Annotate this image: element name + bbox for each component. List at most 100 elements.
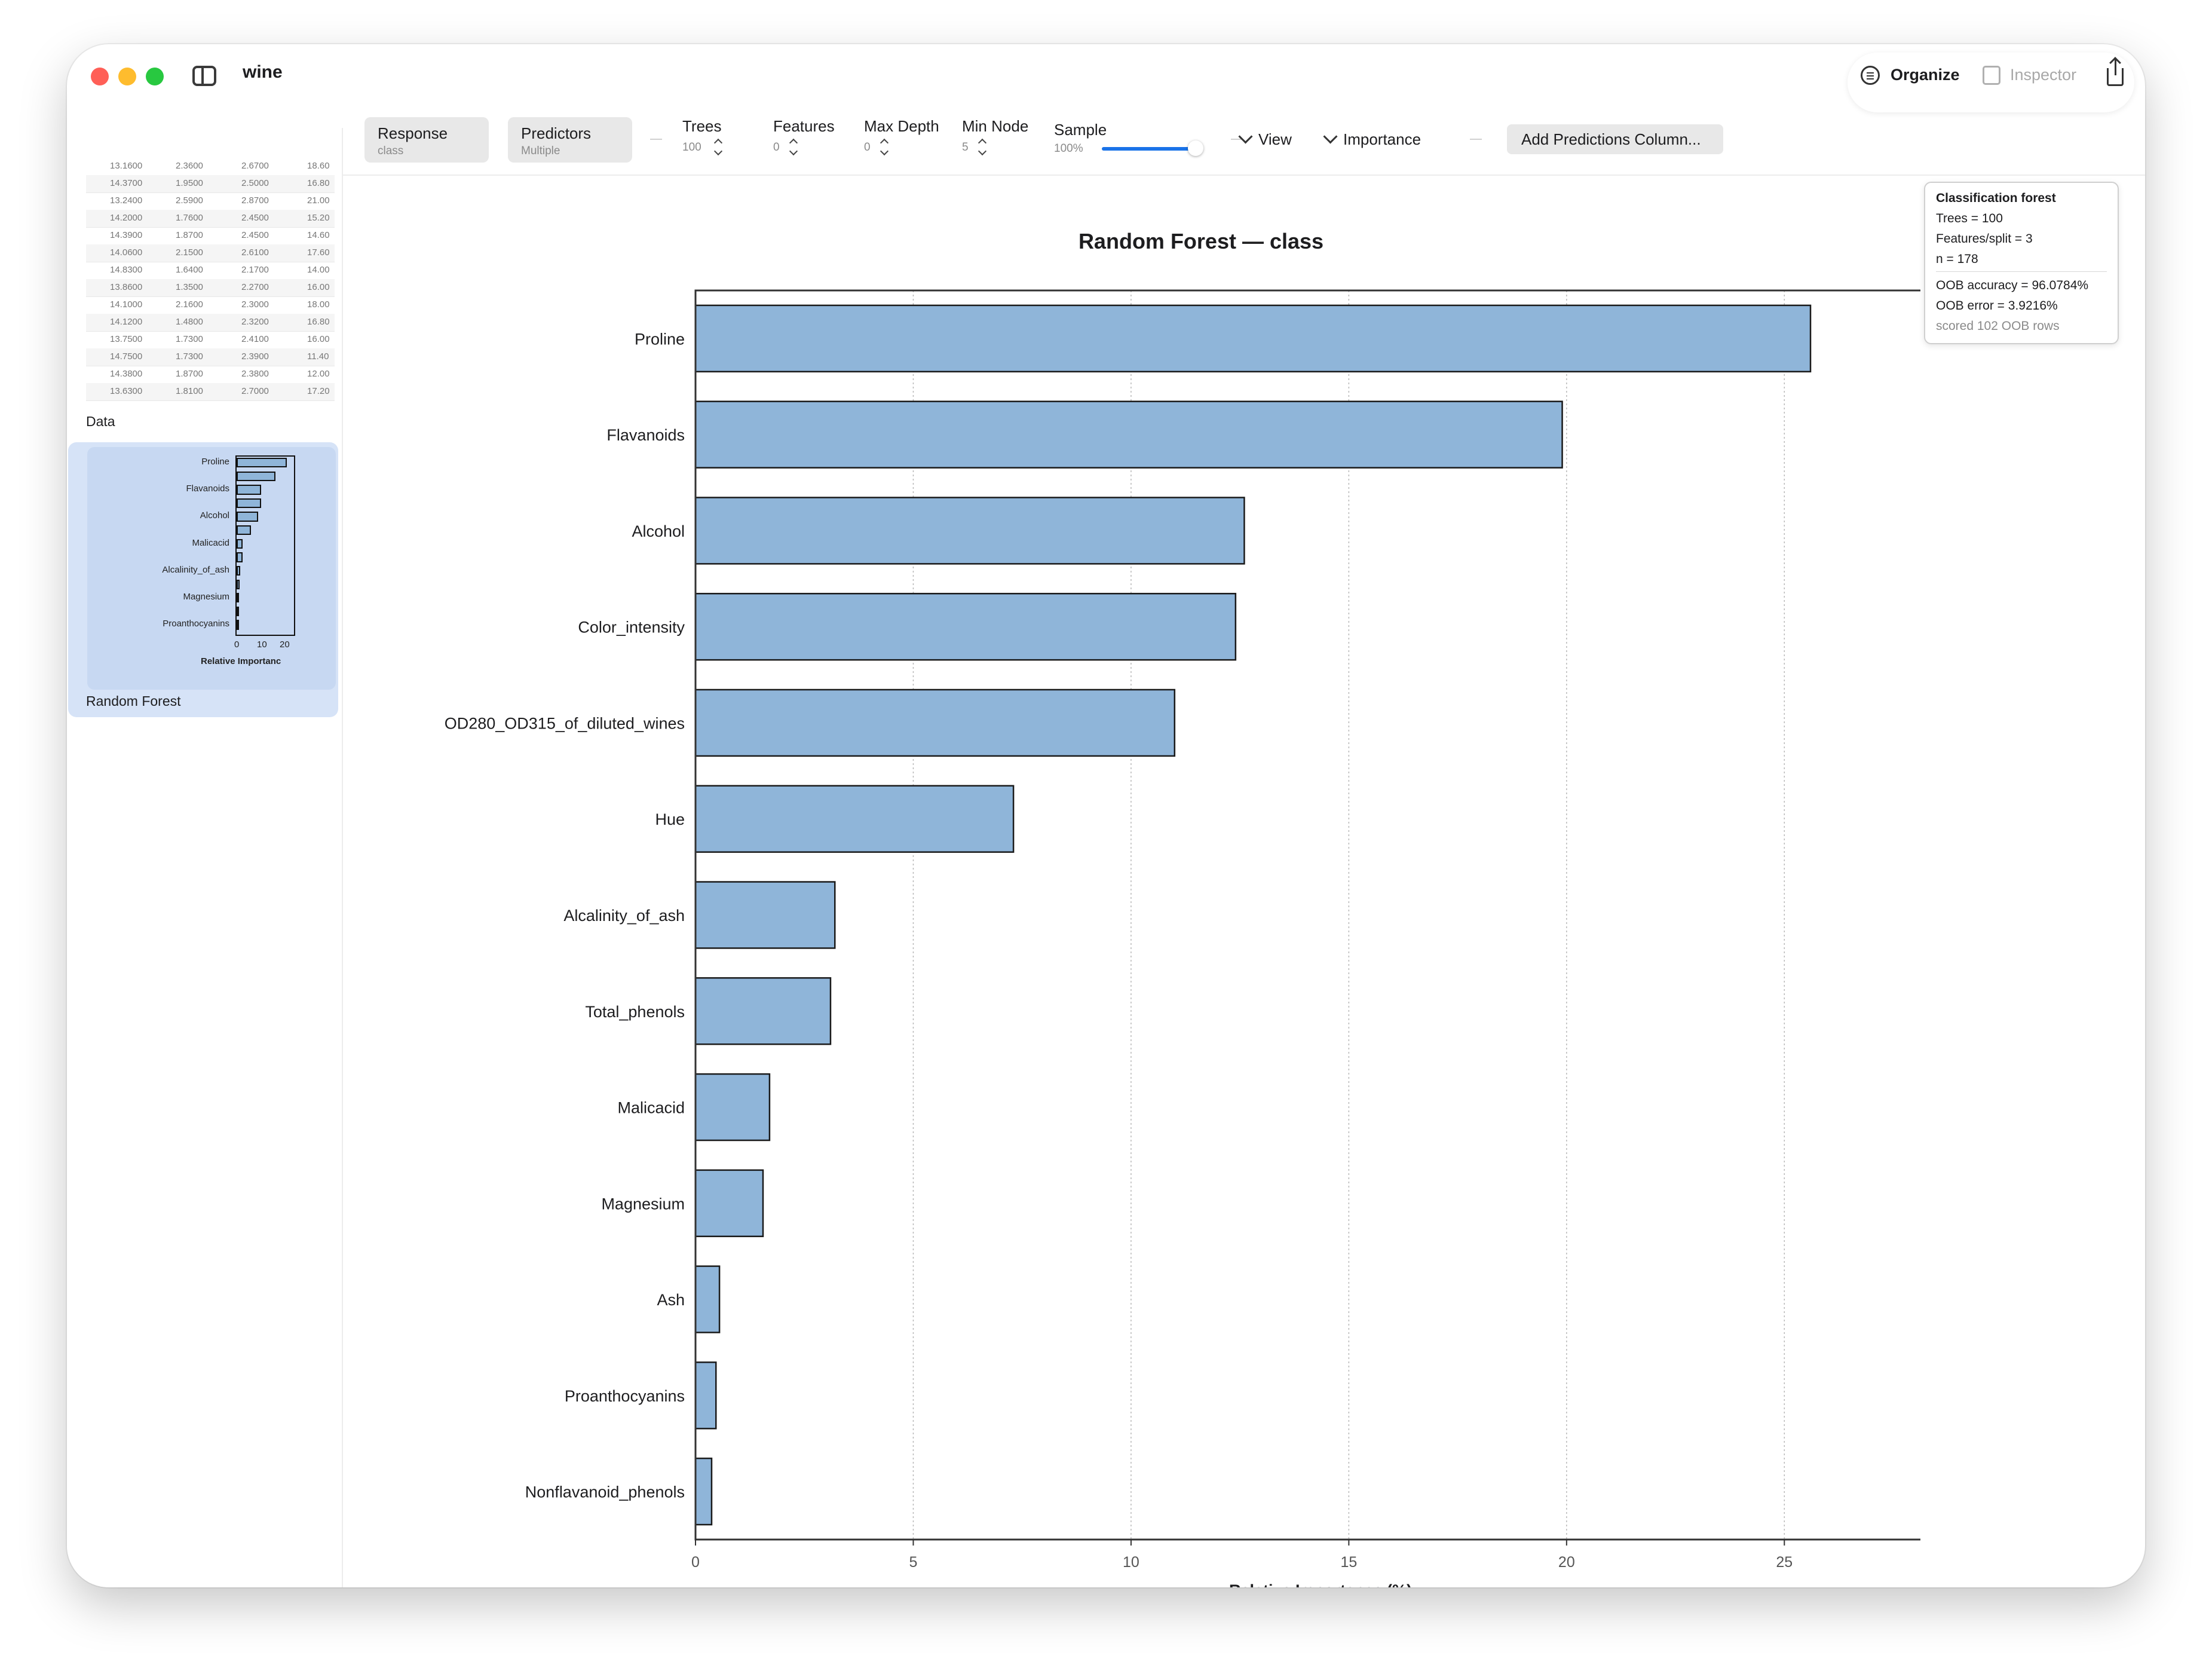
data-thumbnail-row: 14.0600 2.1500 2.6100 17.60 bbox=[86, 244, 335, 262]
data-thumbnail-cell: 14.8300 bbox=[110, 265, 143, 275]
minimize-window-button[interactable] bbox=[118, 68, 136, 85]
mini-chart-bar bbox=[237, 552, 243, 562]
response-selector[interactable]: Response class bbox=[364, 117, 489, 163]
data-thumbnail-cell: 1.3500 bbox=[176, 282, 203, 292]
features-stepper[interactable] bbox=[788, 136, 798, 158]
mini-chart-label: Proline bbox=[201, 457, 229, 467]
chart-category-label: Proanthocyanins bbox=[565, 1387, 685, 1405]
chart-bar bbox=[694, 1457, 713, 1526]
min-node-stepper[interactable] bbox=[976, 136, 987, 158]
data-thumbnail-cell: 2.7000 bbox=[241, 386, 269, 396]
mini-chart-tick: 20 bbox=[280, 639, 290, 650]
data-thumbnail-row: 14.2000 1.7600 2.4500 15.20 bbox=[86, 210, 335, 228]
chart-category-label: Nonflavanoid_phenols bbox=[525, 1483, 685, 1501]
data-thumbnail-cell: 2.3000 bbox=[241, 299, 269, 310]
trees-value[interactable]: 100 bbox=[682, 141, 701, 154]
window-title: wine bbox=[243, 62, 283, 82]
data-thumbnail-cell: 2.1500 bbox=[176, 247, 203, 258]
chart-bar bbox=[694, 977, 832, 1045]
data-thumbnail-cell: 2.5000 bbox=[241, 178, 269, 188]
data-thumbnail-cell: 17.60 bbox=[307, 247, 330, 258]
data-thumbnail-cell: 14.1200 bbox=[110, 317, 143, 327]
sample-slider[interactable] bbox=[1102, 140, 1203, 156]
mini-chart-bar bbox=[237, 458, 287, 468]
chart-title: Random Forest — class bbox=[1079, 229, 1323, 253]
sample-slider-knob[interactable] bbox=[1188, 140, 1203, 156]
predictors-selector[interactable]: Predictors Multiple bbox=[508, 117, 632, 163]
data-thumbnail-cell: 1.8100 bbox=[176, 386, 203, 396]
features-value[interactable]: 0 bbox=[773, 141, 780, 154]
random-forest-thumbnail[interactable]: Proline Flavanoids Alcohol Malicacid Alcalin… bbox=[87, 447, 336, 690]
data-thumbnail-cell: 2.3800 bbox=[241, 369, 269, 379]
data-thumbnail-row: 13.7500 1.7300 2.4100 16.00 bbox=[86, 331, 335, 349]
chart-bar bbox=[694, 881, 836, 949]
mini-chart-bar bbox=[237, 512, 259, 522]
chart-category-label: Ash bbox=[657, 1291, 685, 1309]
chart-bar bbox=[694, 785, 1015, 853]
chart-bar bbox=[694, 688, 1176, 757]
inspector-icon bbox=[1983, 66, 2000, 85]
mini-chart-label: Proanthocyanins bbox=[163, 619, 229, 629]
min-node-label: Min Node bbox=[962, 117, 1029, 135]
data-thumbnail[interactable]: 13.1600 2.3600 2.6700 18.60 14.3700 1.9500 2.5… bbox=[86, 158, 335, 403]
mini-chart-label: Alcalinity_of_ash bbox=[162, 564, 229, 575]
view-menu-button[interactable]: View bbox=[1258, 130, 1292, 148]
min-node-value[interactable]: 5 bbox=[962, 141, 969, 154]
predictors-value: Multiple bbox=[521, 145, 560, 157]
add-item-button[interactable]: + bbox=[87, 1584, 100, 1587]
sidebar-toggle-icon[interactable] bbox=[192, 66, 216, 86]
data-thumbnail-cell: 12.00 bbox=[307, 369, 330, 379]
data-thumbnail-cell: 13.6300 bbox=[110, 386, 143, 396]
chart-x-tick-label: 15 bbox=[1340, 1554, 1357, 1571]
share-icon[interactable] bbox=[2107, 59, 2124, 86]
data-thumbnail-cell: 1.7300 bbox=[176, 351, 203, 362]
data-thumbnail-cell: 14.3700 bbox=[110, 178, 143, 188]
mini-chart-bar bbox=[237, 620, 239, 630]
data-thumbnail-cell: 14.60 bbox=[307, 230, 330, 240]
info-title: Classification forest bbox=[1936, 191, 2056, 205]
add-predictions-column-button[interactable]: Add Predictions Column... bbox=[1507, 124, 1723, 154]
data-thumbnail-cell: 14.0600 bbox=[110, 247, 143, 258]
organize-button[interactable]: Organize bbox=[1891, 66, 1960, 84]
close-window-button[interactable] bbox=[91, 68, 109, 85]
app-window: wine Organize Inspector 13.1600 2.3600 2.6… bbox=[67, 44, 2145, 1587]
chart-bar bbox=[694, 304, 1812, 373]
chart-category-label: Alcohol bbox=[632, 522, 685, 540]
data-thumbnail-cell: 2.4500 bbox=[241, 230, 269, 240]
features-label: Features bbox=[773, 117, 835, 135]
zoom-window-button[interactable] bbox=[146, 68, 164, 85]
mini-chart-bar bbox=[237, 565, 240, 576]
data-thumbnail-cell: 1.7600 bbox=[176, 213, 203, 223]
data-thumbnail-cell: 1.7300 bbox=[176, 334, 203, 344]
chart-x-tick-label: 5 bbox=[909, 1554, 918, 1571]
mini-chart-xlabel: Relative Importanc bbox=[201, 656, 281, 666]
importance-menu-button[interactable]: Importance bbox=[1343, 130, 1421, 148]
data-thumbnail-cell: 2.3200 bbox=[241, 317, 269, 327]
sidebar: 13.1600 2.3600 2.6700 18.60 14.3700 1.9500 2.5… bbox=[67, 128, 343, 1587]
response-value: class bbox=[378, 145, 404, 157]
info-features: Features/split = 3 bbox=[1936, 232, 2033, 246]
mini-chart-label: Flavanoids bbox=[186, 483, 229, 494]
data-thumbnail-cell: 14.3900 bbox=[110, 230, 143, 240]
organize-icon[interactable] bbox=[1861, 66, 1880, 85]
data-thumbnail-cell: 14.00 bbox=[307, 265, 330, 275]
sidebar-item-data[interactable]: Data bbox=[86, 414, 115, 429]
add-predictions-column-label: Add Predictions Column... bbox=[1521, 130, 1701, 148]
sidebar-item-random-forest[interactable]: Proline Flavanoids Alcohol Malicacid Alcalin… bbox=[68, 442, 338, 717]
chart-x-tick-label: 25 bbox=[1776, 1554, 1793, 1571]
trees-stepper[interactable] bbox=[712, 136, 723, 158]
data-thumbnail-cell: 18.60 bbox=[307, 161, 330, 171]
inspector-button[interactable]: Inspector bbox=[2010, 66, 2077, 84]
data-thumbnail-cell: 16.00 bbox=[307, 282, 330, 292]
chart-x-tick-label: 20 bbox=[1558, 1554, 1575, 1571]
max-depth-value[interactable]: 0 bbox=[864, 141, 871, 154]
data-thumbnail-row: 13.6300 1.8100 2.7000 17.20 bbox=[86, 383, 335, 401]
max-depth-stepper[interactable] bbox=[878, 136, 889, 158]
data-thumbnail-cell: 13.8600 bbox=[110, 282, 143, 292]
data-thumbnail-row: 13.8600 1.3500 2.2700 16.00 bbox=[86, 279, 335, 297]
data-thumbnail-cell: 21.00 bbox=[307, 195, 330, 206]
toolbar-separator bbox=[1231, 139, 1243, 140]
chart-category-label: Hue bbox=[655, 810, 685, 828]
info-separator bbox=[1936, 271, 2107, 272]
data-thumbnail-cell: 2.1600 bbox=[176, 299, 203, 310]
